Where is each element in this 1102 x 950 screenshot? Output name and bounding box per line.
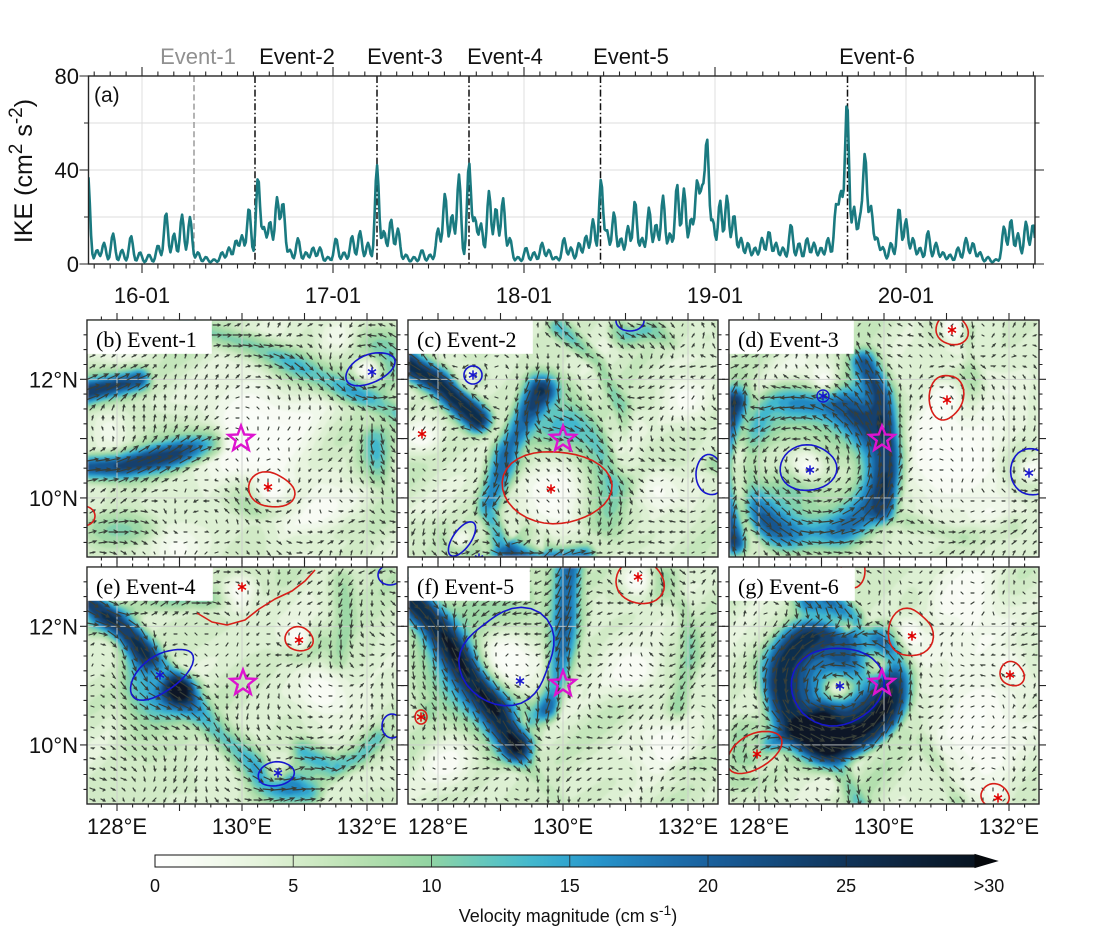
svg-text:18-01: 18-01 <box>496 283 552 308</box>
svg-text:16-01: 16-01 <box>114 283 170 308</box>
svg-text:128°E: 128°E <box>87 814 147 839</box>
svg-text:(f) Event-5: (f) Event-5 <box>417 574 514 599</box>
svg-text:Event-1: Event-1 <box>160 44 236 69</box>
svg-text:10: 10 <box>421 876 441 896</box>
svg-text:(e) Event-4: (e) Event-4 <box>96 574 196 599</box>
svg-text:130°E: 130°E <box>854 814 914 839</box>
svg-text:25: 25 <box>836 876 856 896</box>
svg-text:Event-5: Event-5 <box>593 44 669 69</box>
svg-text:Event-3: Event-3 <box>367 44 443 69</box>
svg-text:5: 5 <box>288 876 298 896</box>
svg-text:20-01: 20-01 <box>878 283 934 308</box>
svg-text:>30: >30 <box>974 876 1005 896</box>
svg-text:(b) Event-1: (b) Event-1 <box>96 327 197 352</box>
svg-text:10°N: 10°N <box>29 486 78 511</box>
svg-text:132°E: 132°E <box>979 814 1039 839</box>
svg-text:0: 0 <box>67 252 79 277</box>
svg-text:128°E: 128°E <box>729 814 789 839</box>
svg-text:132°E: 132°E <box>658 814 718 839</box>
svg-text:(g) Event-6: (g) Event-6 <box>738 574 839 599</box>
svg-text:130°E: 130°E <box>212 814 272 839</box>
svg-text:15: 15 <box>560 876 580 896</box>
svg-text:12°N: 12°N <box>29 614 78 639</box>
svg-text:0: 0 <box>150 876 160 896</box>
svg-text:17-01: 17-01 <box>305 283 361 308</box>
svg-text:12°N: 12°N <box>29 367 78 392</box>
svg-text:Velocity magnitude (cm s-1): Velocity magnitude (cm s-1) <box>459 902 678 926</box>
svg-text:130°E: 130°E <box>533 814 593 839</box>
svg-text:128°E: 128°E <box>408 814 468 839</box>
svg-text:Event-4: Event-4 <box>467 44 543 69</box>
svg-text:19-01: 19-01 <box>687 283 743 308</box>
svg-text:Event-2: Event-2 <box>259 44 335 69</box>
svg-text:IKE (cm2 s-2): IKE (cm2 s-2) <box>6 99 38 243</box>
svg-text:132°E: 132°E <box>337 814 397 839</box>
svg-text:(d) Event-3: (d) Event-3 <box>738 327 839 352</box>
svg-text:(c) Event-2: (c) Event-2 <box>417 327 517 352</box>
svg-text:(a): (a) <box>94 84 120 107</box>
svg-text:Event-6: Event-6 <box>839 44 915 69</box>
svg-text:80: 80 <box>55 64 79 89</box>
svg-text:40: 40 <box>55 158 79 183</box>
svg-text:20: 20 <box>698 876 718 896</box>
svg-text:10°N: 10°N <box>29 733 78 758</box>
